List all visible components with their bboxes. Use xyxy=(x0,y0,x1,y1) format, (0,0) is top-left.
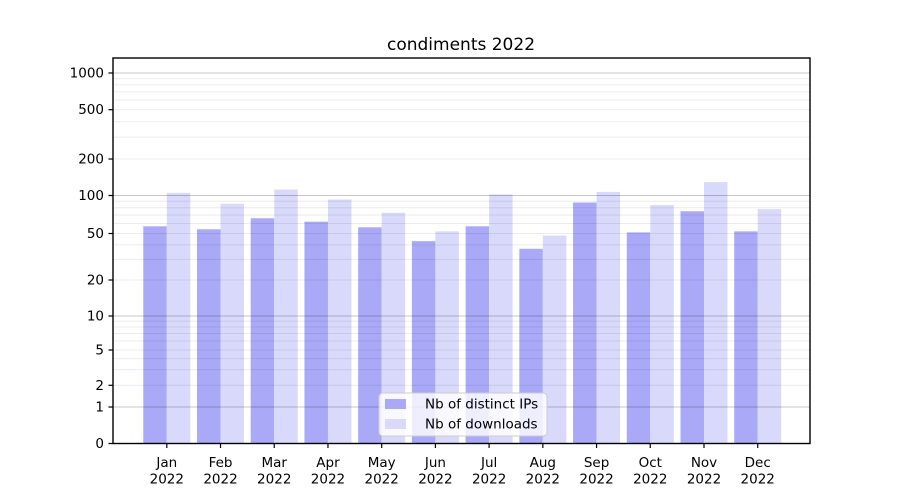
x-tick-label-year: 2022 xyxy=(472,472,506,488)
bar-downloads-sep xyxy=(596,191,621,444)
x-tick-label-year: 2022 xyxy=(365,472,399,488)
legend-swatch-1 xyxy=(385,419,406,429)
plot-frame xyxy=(112,57,811,445)
x-tick-label-year: 2022 xyxy=(526,472,560,488)
x-tick-label-month: Mar xyxy=(261,455,287,471)
x-tick-label-year: 2022 xyxy=(150,472,184,488)
bar-downloads-jan xyxy=(166,192,191,444)
bar-downloads-mar xyxy=(274,189,298,444)
legend-label-1: Nb of downloads xyxy=(425,417,538,433)
x-tick-label-month: Sep xyxy=(584,455,609,471)
bar-distinct-ips-apr xyxy=(304,221,328,444)
y-tick-label: 10 xyxy=(87,309,104,325)
x-tick-label-month: Jan xyxy=(155,455,177,471)
bar-downloads-nov xyxy=(704,182,728,444)
bar-distinct-ips-dec xyxy=(734,231,758,444)
y-tick-label: 50 xyxy=(87,226,104,242)
y-tick-label: 5 xyxy=(95,343,104,359)
bar-distinct-ips-may xyxy=(358,227,382,444)
x-tick-label-month: Apr xyxy=(316,455,340,471)
bar-distinct-ips-feb xyxy=(197,229,221,444)
bar-downloads-jun xyxy=(435,231,459,444)
chart-title: condiments 2022 xyxy=(387,35,535,55)
bar-downloads-jul xyxy=(489,194,513,444)
x-tick-label-year: 2022 xyxy=(633,472,667,488)
legend: Nb of distinct IPs Nb of downloads xyxy=(378,392,548,437)
bar-downloads-apr xyxy=(327,199,352,444)
x-tick-label-month: Oct xyxy=(639,455,662,471)
y-tick-label: 100 xyxy=(78,188,104,204)
bar-downloads-feb xyxy=(220,203,245,444)
bar-distinct-ips-mar xyxy=(250,218,275,444)
x-tick-label-year: 2022 xyxy=(311,472,345,488)
x-axis: Jan2022Feb2022Mar2022Apr2022May2022Jun20… xyxy=(150,443,775,488)
bar-downloads-oct xyxy=(650,205,674,444)
bar-distinct-ips-nov xyxy=(680,211,704,444)
bar-downloads-aug xyxy=(542,235,567,444)
bar-distinct-ips-jul xyxy=(465,226,490,444)
x-tick-label-month: Jun xyxy=(424,455,446,471)
legend-swatch-0 xyxy=(385,399,406,409)
bar-distinct-ips-oct xyxy=(626,232,651,444)
x-tick-label-month: Dec xyxy=(745,455,771,471)
x-tick-label-month: Aug xyxy=(530,455,556,471)
y-tick-label: 2 xyxy=(95,378,104,394)
legend-label-0: Nb of distinct IPs xyxy=(425,397,538,413)
bar-distinct-ips-sep xyxy=(573,202,597,444)
legend-box xyxy=(378,392,548,437)
x-tick-label-year: 2022 xyxy=(579,472,613,488)
y-tick-label: 1 xyxy=(95,400,104,416)
x-tick-label-month: Nov xyxy=(691,455,717,471)
x-tick-label-year: 2022 xyxy=(203,472,237,488)
gridlines-group xyxy=(113,72,810,408)
x-tick-label-year: 2022 xyxy=(418,472,452,488)
x-tick-label-year: 2022 xyxy=(741,472,775,488)
x-tick-label-year: 2022 xyxy=(687,472,721,488)
x-tick-label-year: 2022 xyxy=(257,472,291,488)
x-tick-label-month: Feb xyxy=(209,455,233,471)
bar-distinct-ips-jan xyxy=(143,226,167,444)
y-tick-label: 1000 xyxy=(70,66,104,82)
y-tick-label: 500 xyxy=(78,102,104,118)
y-axis: 0 1 2 5 10 20 50 100 200 500 1000 xyxy=(70,66,113,452)
y-tick-label: 20 xyxy=(87,273,104,289)
y-tick-label: 0 xyxy=(95,436,104,452)
x-tick-label-month: May xyxy=(368,455,396,471)
x-tick-label-month: Jul xyxy=(480,455,497,471)
bar-downloads-dec xyxy=(757,209,782,444)
bar-downloads-may xyxy=(381,212,406,444)
y-tick-label: 200 xyxy=(78,152,104,168)
